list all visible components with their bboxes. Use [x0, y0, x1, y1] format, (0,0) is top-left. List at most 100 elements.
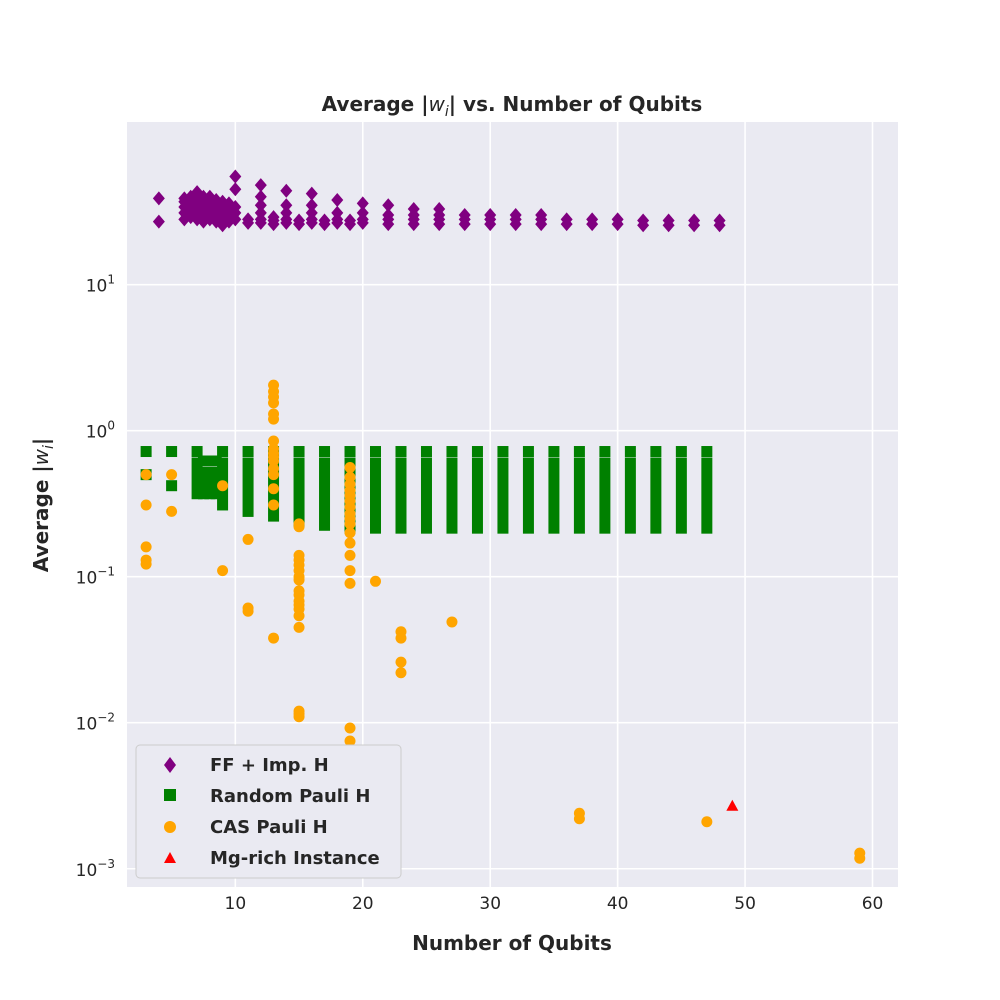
cas-pauli-marker — [854, 852, 866, 864]
ff-imp-h-marker — [293, 213, 306, 228]
random-pauli-marker — [701, 446, 713, 458]
ff-imp-h-marker — [305, 186, 318, 201]
ff-imp-h-marker — [586, 212, 599, 227]
random-pauli-marker — [204, 455, 216, 467]
random-pauli-marker — [573, 446, 585, 458]
random-pauli-marker — [344, 446, 356, 458]
ff-imp-h-marker — [662, 213, 675, 228]
ff-imp-h-marker — [280, 183, 293, 198]
ff-imp-h-marker — [458, 207, 471, 222]
x-tick-label: 60 — [862, 894, 884, 914]
cas-pauli-marker — [268, 435, 280, 447]
legend-triangle-icon — [164, 852, 176, 863]
ff-imp-h-marker — [254, 198, 267, 213]
legend-label-cas-pauli: CAS Pauli H — [210, 817, 328, 838]
cas-pauli-marker — [268, 413, 280, 425]
y-tick-label: 10−1 — [76, 565, 115, 589]
ff-imp-h-marker — [611, 212, 624, 227]
legend: FF + Imp. H Random Pauli H CAS Pauli H M… — [135, 744, 402, 879]
cas-pauli-marker — [293, 521, 305, 533]
cas-pauli-marker — [242, 533, 254, 545]
random-pauli-marker — [624, 457, 636, 534]
x-tick-labels: 10 20 30 40 50 60 — [225, 894, 884, 914]
ff-imp-h-marker — [509, 207, 522, 222]
cas-pauli-marker — [344, 461, 356, 473]
cas-pauli-marker — [344, 549, 356, 561]
ff-imp-h-marker — [688, 213, 701, 228]
cas-pauli-marker — [344, 527, 356, 539]
cas-pauli-marker — [344, 565, 356, 577]
y-tick-labels: 10−3 10−2 10−1 100 101 — [76, 273, 115, 881]
cas-pauli-marker — [217, 565, 229, 577]
random-pauli-marker — [548, 446, 560, 458]
legend-square-icon — [164, 789, 176, 801]
ff-imp-h-marker — [229, 182, 242, 197]
cas-pauli-marker — [140, 469, 152, 481]
cas-pauli-marker — [166, 469, 178, 481]
random-pauli-marker — [395, 457, 407, 534]
random-pauli-marker — [191, 446, 203, 458]
y-tick-label: 101 — [86, 273, 115, 297]
legend-box — [135, 744, 402, 879]
random-pauli-marker — [471, 446, 483, 458]
random-pauli-marker — [217, 446, 229, 458]
cas-pauli-marker — [344, 518, 356, 530]
cas-pauli-marker — [395, 667, 407, 679]
cas-pauli-marker — [140, 499, 152, 511]
x-tick-label: 50 — [734, 894, 756, 914]
random-pauli-marker — [497, 446, 509, 458]
ff-imp-h-marker — [344, 213, 357, 228]
cas-pauli-marker — [140, 541, 152, 553]
ff-imp-h-marker — [254, 205, 267, 220]
cas-pauli-marker — [344, 537, 356, 549]
ff-imp-h-marker — [229, 169, 242, 184]
cas-pauli-marker — [395, 632, 407, 644]
legend-label-ff: FF + Imp. H — [210, 755, 329, 776]
legend-circle-icon — [164, 821, 176, 833]
ff-imp-h-marker — [560, 212, 573, 227]
ff-imp-h-marker — [305, 205, 318, 220]
cas-pauli-marker — [217, 480, 229, 492]
ff-imp-h-marker — [535, 207, 548, 222]
ff-imp-h-marker — [152, 191, 165, 206]
ff-imp-h-marker — [407, 201, 420, 216]
random-pauli-marker — [446, 446, 458, 458]
random-pauli-marker — [650, 457, 662, 534]
x-tick-label: 30 — [479, 894, 501, 914]
ff-imp-h-marker — [433, 201, 446, 216]
cas-pauli-marker — [701, 816, 713, 828]
grid-lines — [127, 122, 898, 887]
ff-imp-h-marker — [305, 198, 318, 213]
y-tick-label: 10−3 — [76, 857, 115, 881]
random-pauli-marker — [675, 446, 687, 458]
cas-pauli-marker — [370, 575, 382, 587]
random-pauli-marker — [471, 457, 483, 534]
cas-pauli-marker — [268, 632, 280, 644]
random-pauli-marker — [446, 457, 458, 534]
ff-imp-h-marker — [280, 205, 293, 220]
random-pauli-marker — [242, 457, 254, 517]
cas-pauli-marker — [446, 616, 458, 628]
random-pauli-marker — [624, 446, 636, 458]
y-tick-label: 100 — [86, 419, 115, 443]
random-pauli-marker — [370, 457, 382, 534]
random-pauli-marker — [675, 457, 687, 534]
ff-imp-h-marker — [254, 178, 267, 193]
random-pauli-marker — [522, 446, 534, 458]
ff-imp-h-marker — [318, 213, 331, 228]
random-pauli-marker — [293, 457, 305, 527]
random-pauli-marker — [197, 455, 209, 467]
ff-imp-h-marker — [267, 210, 280, 225]
mg-rich-marker — [726, 799, 739, 811]
random-pauli-marker — [319, 446, 331, 458]
ff-imp-h-marker — [356, 196, 369, 211]
random-pauli-marker — [204, 467, 216, 500]
cas-pauli-marker — [242, 605, 254, 617]
cas-pauli-marker — [268, 483, 280, 495]
random-pauli-marker — [191, 457, 203, 500]
random-pauli-marker — [242, 446, 254, 458]
cas-pauli-marker — [344, 735, 356, 747]
ff-imp-h-marker — [331, 192, 344, 207]
random-pauli-marker — [293, 446, 305, 458]
